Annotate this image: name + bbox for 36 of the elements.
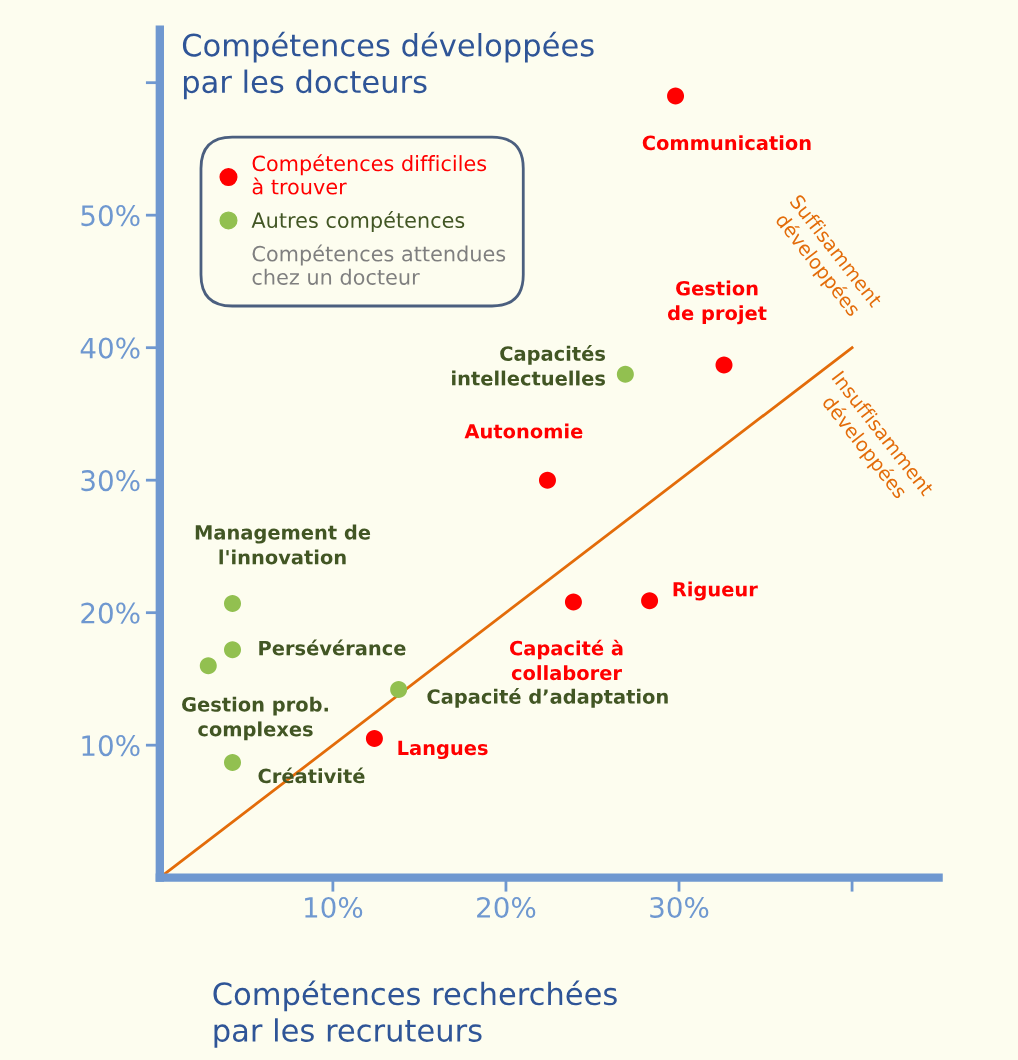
legend-label: Compétences difficiles à trouver xyxy=(252,154,487,195)
point xyxy=(224,594,242,612)
y-tick-label: 40% xyxy=(80,337,140,359)
data-label: Autonomie xyxy=(464,423,583,439)
data-label: Rigueur xyxy=(673,581,758,601)
y-tick-label: 20% xyxy=(81,602,140,624)
point xyxy=(564,593,582,611)
point xyxy=(641,592,659,610)
data-label: Langues xyxy=(398,740,488,760)
data-label: Gestion prob. complexes xyxy=(182,696,328,741)
y-tick-label: 30% xyxy=(81,470,140,492)
legend-label: Autres compétences xyxy=(251,211,465,233)
data-label: Communication xyxy=(642,135,811,151)
data-label: Capacité à collaborer xyxy=(509,639,623,681)
annotation: Compétences attendues chez un docteur xyxy=(252,244,506,285)
y-axis-title: Compétences développées par les docteurs xyxy=(182,31,594,100)
point xyxy=(199,657,217,675)
data-label: Management de l'innovation xyxy=(195,524,371,565)
point xyxy=(538,471,556,489)
data-label: Persévérance xyxy=(259,639,406,656)
data-label: Capacités intellectuelles xyxy=(452,345,605,386)
point xyxy=(616,365,634,383)
point xyxy=(390,681,408,699)
y-tick-label: 10% xyxy=(82,735,140,757)
point xyxy=(224,641,242,659)
x-tick-label: 30% xyxy=(650,896,709,918)
x-tick-label: 20% xyxy=(477,896,536,918)
point xyxy=(224,753,242,771)
data-label: Capacité d’adaptation xyxy=(427,688,668,708)
data-label: Gestion de projet xyxy=(667,280,767,325)
point xyxy=(365,730,383,748)
point xyxy=(667,87,685,105)
point xyxy=(715,356,733,374)
y-tick-label: 50% xyxy=(81,205,140,227)
x-axis-title: Compétences recherchées par les recruteurs xyxy=(213,980,617,1048)
x-tick-label: 10% xyxy=(305,896,363,918)
